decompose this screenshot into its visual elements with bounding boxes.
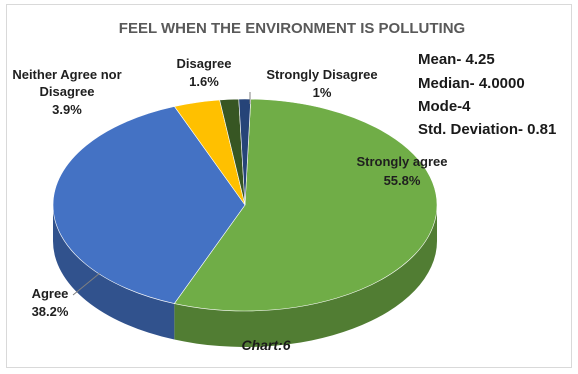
value-agree: 38.2% [32, 304, 69, 319]
leader-line-agree [72, 272, 101, 296]
stat-mean: Mean- 4.25 [418, 51, 495, 68]
label-strongly-agree: Strongly agree [356, 154, 447, 169]
pie-top [52, 98, 438, 312]
label-neither-line2: Disagree [40, 84, 95, 99]
label-neither-line1: Neither Agree nor [12, 67, 121, 82]
value-strongly-disagree: 1% [313, 85, 332, 100]
chart-caption: Chart:6 [241, 337, 290, 353]
pie-3d-side [53, 205, 438, 347]
label-disagree: Disagree [177, 56, 232, 71]
slice-side-strongly-agree [174, 205, 438, 347]
slice-side-agree [53, 205, 175, 340]
stat-mode: Mode-4 [418, 98, 471, 115]
value-disagree: 1.6% [189, 74, 219, 89]
value-strongly-agree: 55.8% [384, 173, 421, 188]
slice-strongly-agree [173, 98, 438, 312]
label-agree: Agree [32, 286, 69, 301]
stat-std-deviation: Std. Deviation- 0.81 [418, 121, 556, 138]
chart-title: FEEL WHEN THE ENVIRONMENT IS POLLUTING [119, 20, 465, 37]
label-strongly-disagree: Strongly Disagree [266, 67, 377, 82]
value-neither: 3.9% [52, 102, 82, 117]
slice-agree [52, 106, 246, 304]
stat-median: Median- 4.0000 [418, 75, 525, 92]
slice-strongly-disagree [238, 98, 252, 206]
